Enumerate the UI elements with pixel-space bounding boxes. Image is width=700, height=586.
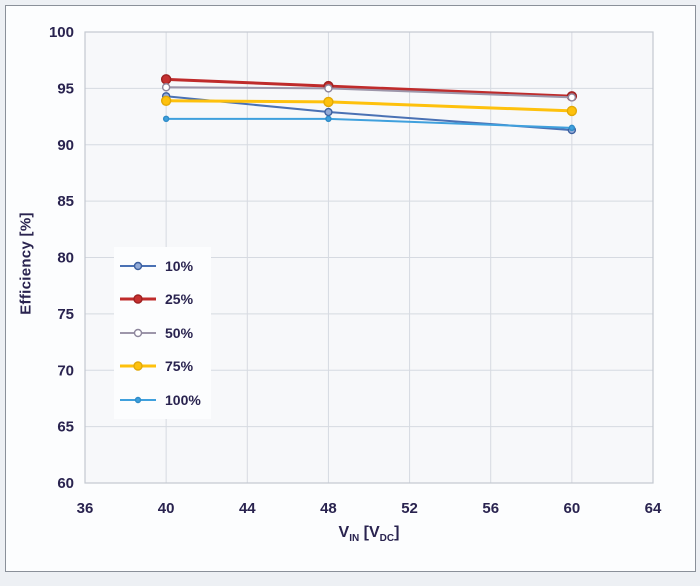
series-marker-100% bbox=[568, 124, 576, 132]
x-tick-label: 40 bbox=[158, 500, 175, 517]
series-marker-75% bbox=[160, 95, 172, 106]
series-marker-50% bbox=[567, 93, 577, 102]
legend-label: 75% bbox=[165, 358, 194, 375]
legend-swatch-icon bbox=[120, 361, 156, 371]
legend-item-75%: 75% bbox=[118, 350, 201, 384]
legend: 10% 25% 50% 75% 100% bbox=[114, 247, 211, 419]
x-axis-title-unit: [V bbox=[359, 524, 380, 541]
series-marker-75% bbox=[566, 105, 578, 117]
efficiency-line-chart: 60 65 70 75 80 85 90 95 100 36 40 44 48 52 56 60 64 bbox=[49, 24, 662, 517]
series-marker-75% bbox=[323, 96, 334, 108]
y-tick-label: 95 bbox=[57, 80, 74, 97]
x-tick-label: 64 bbox=[645, 500, 662, 517]
series-marker-10% bbox=[324, 107, 333, 117]
legend-label: 50% bbox=[165, 324, 194, 341]
x-axis-title-base: V bbox=[338, 524, 350, 541]
plot-border bbox=[84, 31, 654, 484]
series-marker-100% bbox=[162, 115, 170, 123]
x-axis-title-bracket: ] bbox=[394, 524, 400, 541]
x-tick-label: 52 bbox=[401, 500, 418, 517]
y-tick-label: 90 bbox=[57, 137, 74, 154]
x-tick-label: 44 bbox=[239, 500, 256, 517]
x-tick-label: 48 bbox=[320, 500, 337, 517]
y-tick-label: 75 bbox=[57, 306, 74, 323]
x-tick-label: 60 bbox=[564, 500, 581, 517]
legend-item-100%: 100% bbox=[118, 383, 201, 417]
series-marker-50% bbox=[161, 83, 171, 92]
y-tick-label: 85 bbox=[57, 193, 74, 210]
y-tick-label: 80 bbox=[57, 250, 74, 267]
y-axis-title: Efficiency [%] bbox=[17, 212, 35, 315]
legend-swatch-icon bbox=[120, 294, 156, 304]
y-tick-label: 60 bbox=[57, 475, 74, 492]
x-tick-label: 56 bbox=[482, 500, 499, 517]
x-axis-title-sub-in: IN bbox=[349, 533, 360, 545]
series-marker-25% bbox=[160, 74, 172, 85]
legend-swatch-icon bbox=[120, 396, 156, 403]
x-tick-label: 36 bbox=[77, 500, 94, 517]
y-tick-label: 70 bbox=[57, 362, 74, 379]
series-marker-50% bbox=[324, 84, 333, 93]
y-tick-label: 65 bbox=[57, 419, 74, 436]
legend-item-10%: 10% bbox=[118, 249, 201, 283]
legend-swatch-icon bbox=[120, 261, 156, 270]
series-marker-100% bbox=[325, 115, 332, 123]
x-axis-title: VIN [VDC] bbox=[339, 524, 400, 544]
legend-item-25%: 25% bbox=[118, 283, 201, 317]
legend-label: 100% bbox=[165, 391, 201, 408]
legend-label: 25% bbox=[165, 291, 194, 308]
legend-item-50%: 50% bbox=[118, 316, 201, 350]
x-axis-title-sub-dc: DC bbox=[379, 533, 395, 545]
legend-label: 10% bbox=[165, 257, 194, 274]
chart-frame: 60 65 70 75 80 85 90 95 100 36 40 44 48 52 56 60 64 Effi… bbox=[5, 5, 696, 572]
legend-swatch-icon bbox=[120, 328, 156, 337]
y-tick-label: 100 bbox=[49, 24, 74, 41]
